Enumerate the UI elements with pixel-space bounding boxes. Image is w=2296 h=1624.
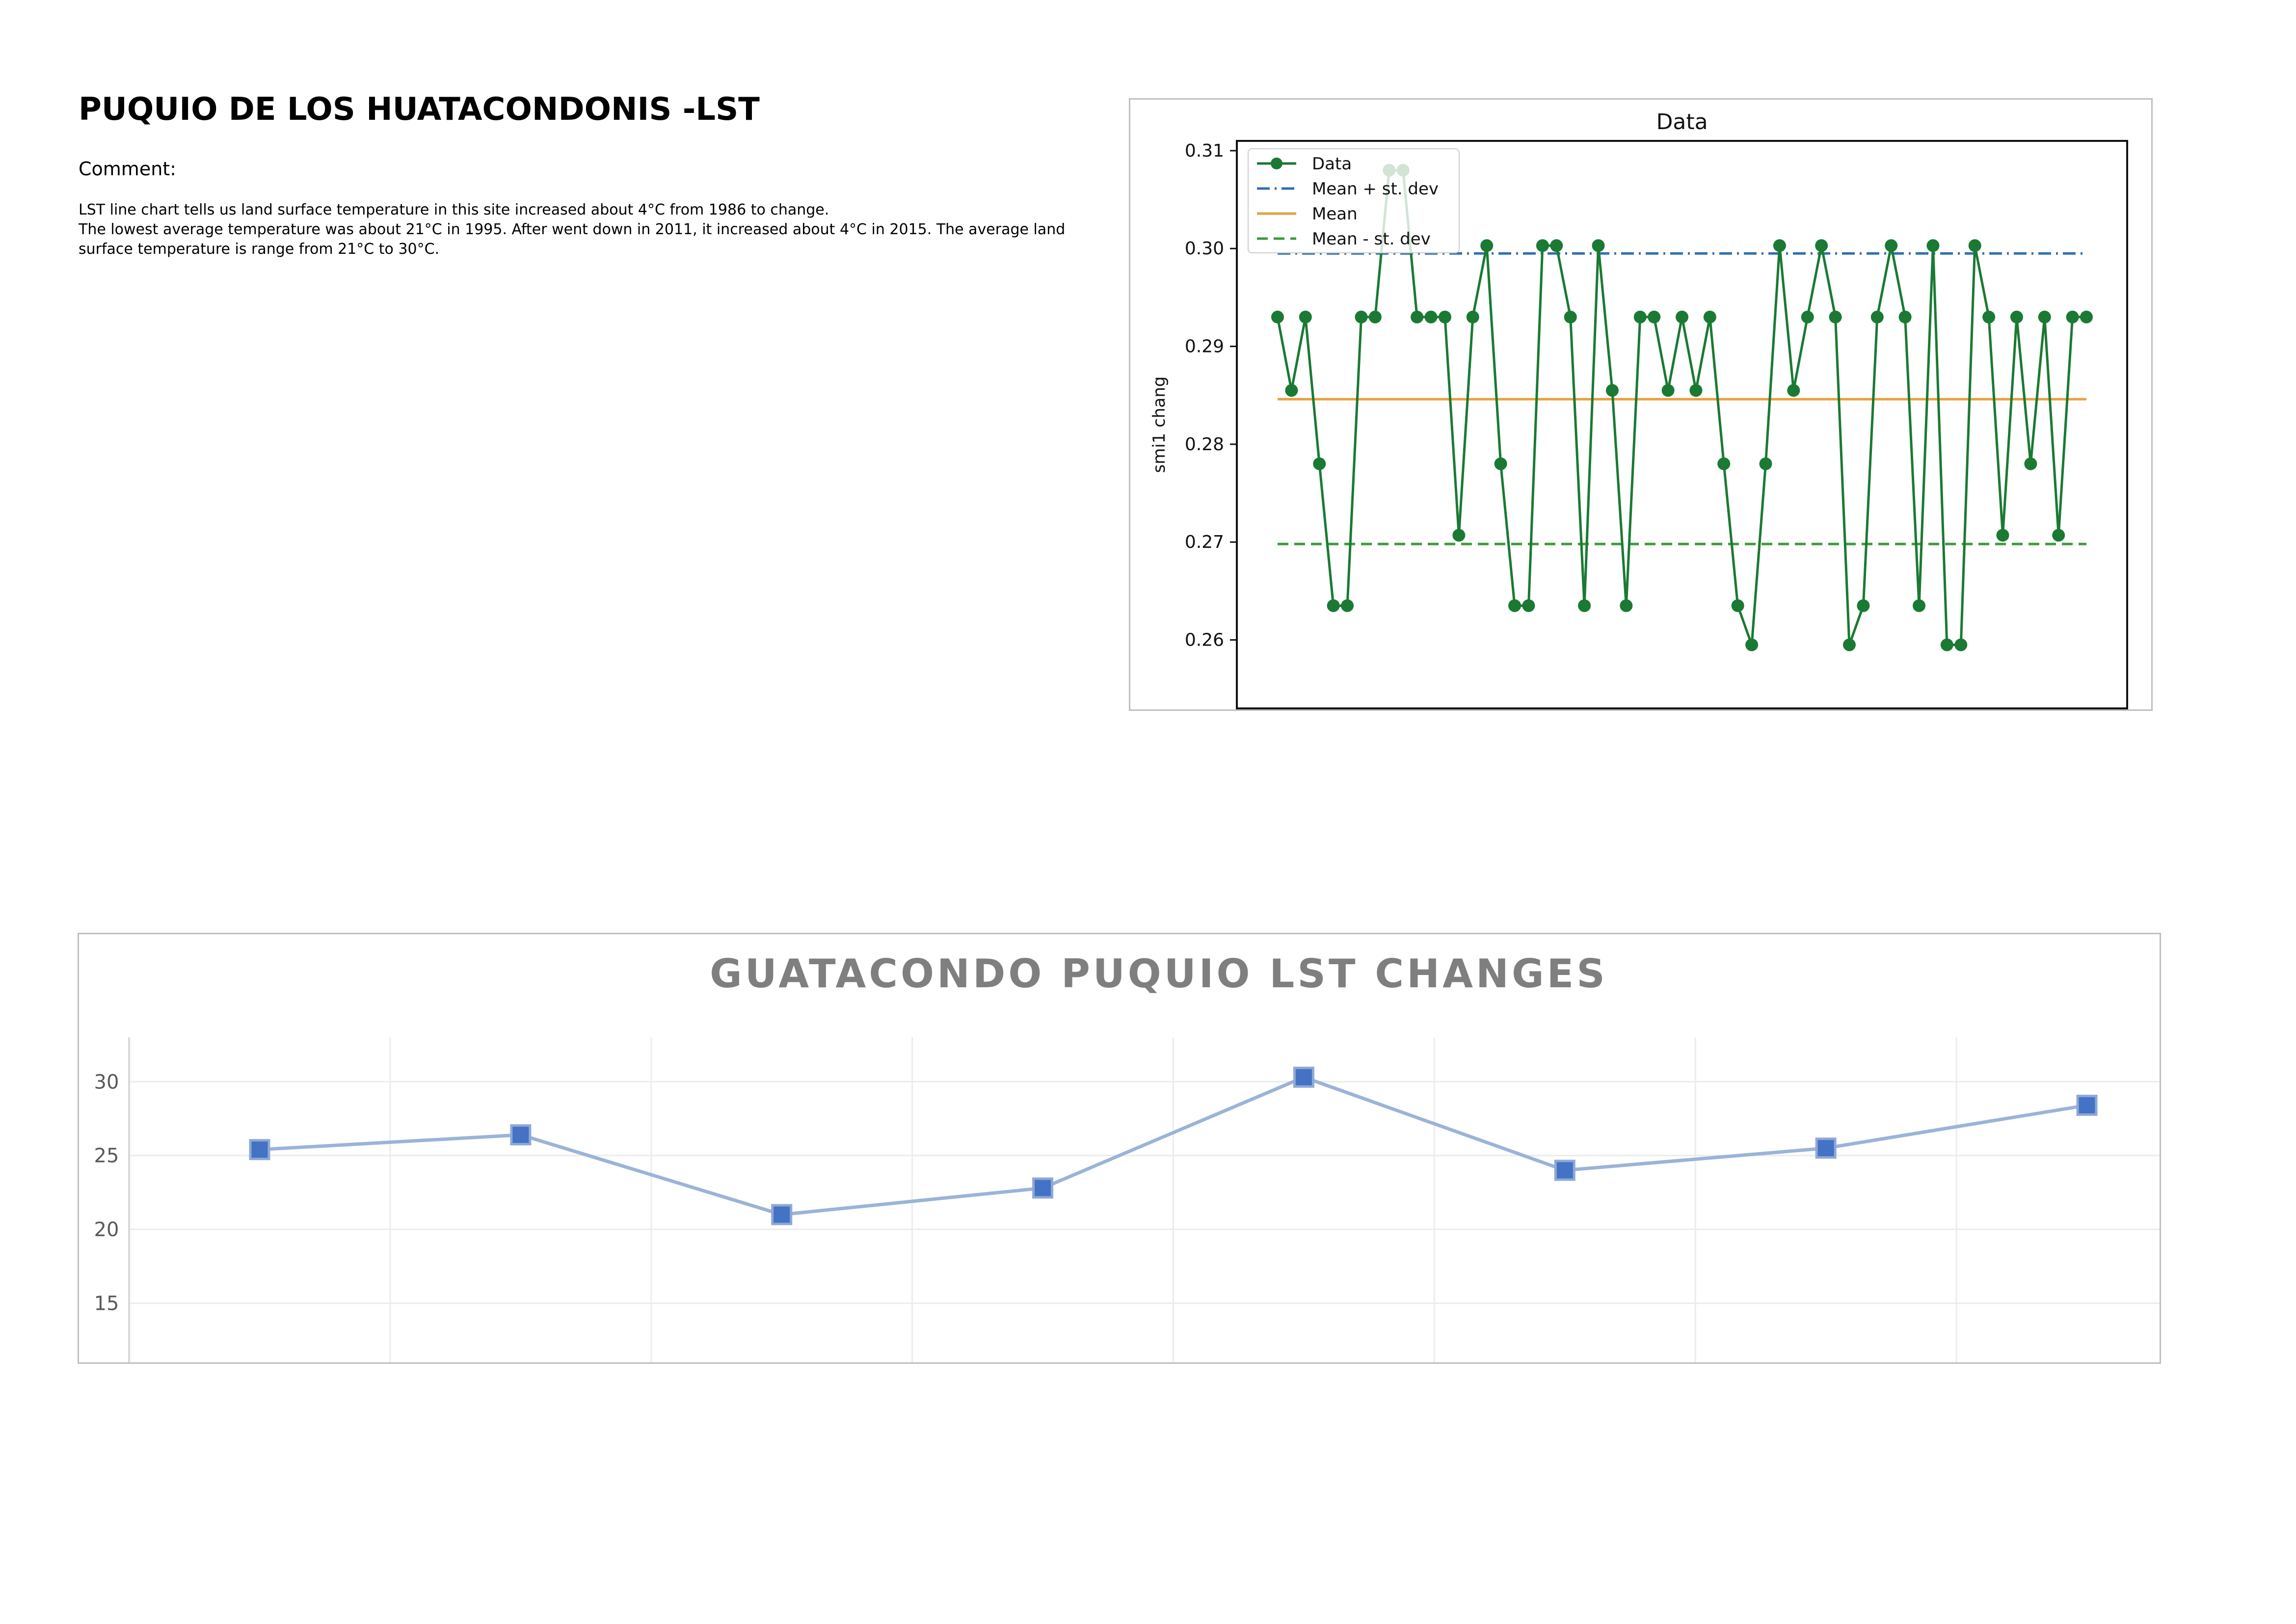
chart1-data-point xyxy=(1982,310,1996,324)
smi-data-chart-svg: Data smi1 chang 0.26 0.27 0.28 0.29 0.30 0.31 Da… xyxy=(1149,109,2128,709)
comment-label: Comment: xyxy=(79,158,176,180)
smi-data-chart: Data smi1 chang 0.26 0.27 0.28 0.29 0.30 0.31 Da… xyxy=(1129,98,2153,711)
chart1-data-point xyxy=(1592,239,1605,252)
chart1-legend-label: Mean + st. dev xyxy=(1312,179,1439,199)
chart1-data-point xyxy=(1633,310,1647,324)
chart1-data-point xyxy=(1842,638,1856,651)
chart1-data-point xyxy=(2066,310,2079,324)
chart2-y-tick-label: 30 xyxy=(94,1071,119,1093)
chart1-data-point xyxy=(1857,599,1870,612)
chart1-data-point xyxy=(1870,310,1884,324)
chart2-data-point xyxy=(1554,1160,1575,1181)
chart2-title: GUATACONDO PUQUIO LST CHANGES xyxy=(710,951,1608,997)
chart1-y-tick-label: 0.27 xyxy=(1185,532,1224,552)
chart2-data-point xyxy=(249,1139,270,1161)
chart2-data-point xyxy=(2076,1094,2098,1116)
chart1-data-point xyxy=(1801,310,1814,324)
chart1-data-point xyxy=(2038,310,2051,324)
chart1-data-point xyxy=(1355,310,1368,324)
chart1-data-point xyxy=(1605,384,1619,397)
chart1-data-point xyxy=(1522,599,1535,612)
chart2-data-point xyxy=(1293,1066,1314,1088)
chart1-data-point xyxy=(1424,310,1438,324)
comment-line-2: The lowest average temperature was about… xyxy=(79,221,1066,258)
chart1-legend-box xyxy=(1248,148,1460,253)
chart1-data-point xyxy=(1368,310,1382,324)
chart1-data-point xyxy=(1620,599,1633,612)
chart1-data-point xyxy=(1731,599,1744,612)
chart1-data-point xyxy=(1829,310,1842,324)
chart1-legend-marker xyxy=(1271,158,1282,169)
comment-body: LST line chart tells us land surface tem… xyxy=(79,200,1070,259)
chart1-y-tick-label: 0.29 xyxy=(1185,337,1224,357)
chart2-data-line xyxy=(259,1075,2087,1217)
chart1-data-point xyxy=(1940,638,1953,651)
chart2-y-tick-label: 25 xyxy=(94,1145,119,1167)
chart1-data-point xyxy=(1968,239,1981,252)
chart1-data-point xyxy=(1717,457,1731,470)
chart1-data-point xyxy=(1452,529,1466,542)
chart1-data-point xyxy=(1327,599,1340,612)
chart2-data-point xyxy=(1815,1137,1837,1159)
chart2-data-point xyxy=(771,1204,793,1225)
chart1-title: Data xyxy=(1656,109,1708,135)
chart1-data-point xyxy=(1578,599,1591,612)
chart1-data-point xyxy=(1787,384,1800,397)
chart1-data-point xyxy=(2052,529,2065,542)
chart1-data-point xyxy=(1536,239,1549,252)
chart1-y-tick-label: 0.28 xyxy=(1185,434,1224,455)
chart1-data-point xyxy=(1661,384,1675,397)
chart1-data-point xyxy=(1745,638,1759,651)
chart1-data-point xyxy=(1898,310,1912,324)
lst-changes-chart-svg: GUATACONDO PUQUIO LST CHANGES 15 20 25 30 xyxy=(94,951,2160,1362)
chart1-data-point xyxy=(1271,310,1284,324)
chart2-data-point xyxy=(510,1124,532,1146)
chart2-y-tick-label: 15 xyxy=(94,1293,119,1315)
chart1-data-point xyxy=(1648,310,1661,324)
chart1-data-point xyxy=(1411,310,1424,324)
chart1-data-point xyxy=(1689,384,1703,397)
chart1-data-point xyxy=(1564,310,1577,324)
chart1-data-point xyxy=(1703,310,1716,324)
chart1-y-axis-label: smi1 chang xyxy=(1149,377,1169,473)
chart1-data-point xyxy=(1438,310,1451,324)
chart2-data-point xyxy=(1032,1177,1054,1199)
page-title: PUQUIO DE LOS HUATACONDONIS -LST xyxy=(79,91,760,128)
chart1-data-point xyxy=(2010,310,2023,324)
comment-line-1: LST line chart tells us land surface tem… xyxy=(79,201,829,218)
chart1-data-point xyxy=(1480,239,1494,252)
chart1-y-tick-label: 0.31 xyxy=(1185,141,1224,161)
chart1-data-point xyxy=(1494,457,1507,470)
chart1-data-point xyxy=(1954,638,1968,651)
chart1-data-point xyxy=(1313,457,1326,470)
chart2-y-tick-label: 20 xyxy=(94,1218,119,1241)
chart1-legend-label: Data xyxy=(1312,154,1352,174)
chart1-data-point xyxy=(2080,310,2093,324)
chart1-data-point xyxy=(1508,599,1522,612)
chart1-data-point xyxy=(2024,457,2037,470)
chart1-data-point xyxy=(1759,457,1772,470)
chart1-y-tick-label: 0.26 xyxy=(1185,630,1224,650)
chart1-y-tick-label: 0.30 xyxy=(1185,239,1224,259)
chart1-data-point xyxy=(1913,599,1926,612)
chart1-data-point xyxy=(1926,239,1940,252)
chart1-legend-label: Mean - st. dev xyxy=(1312,229,1431,249)
chart1-data-point xyxy=(1466,310,1479,324)
chart1-data-point xyxy=(1341,599,1354,612)
chart1-data-point xyxy=(1550,239,1563,252)
chart1-legend-label: Mean xyxy=(1312,204,1358,224)
chart1-data-point xyxy=(1773,239,1786,252)
chart1-data-point xyxy=(1676,310,1688,324)
chart1-data-point xyxy=(1996,529,2009,542)
chart1-data-point xyxy=(1815,239,1828,252)
chart1-legend: Data Mean + st. dev Mean Mean - st. dev xyxy=(1248,148,1460,253)
lst-changes-chart: GUATACONDO PUQUIO LST CHANGES 15 20 25 30 xyxy=(78,933,2161,1364)
chart1-plot-frame xyxy=(1236,140,2128,709)
chart1-data-point xyxy=(1885,239,1898,252)
chart1-data-point xyxy=(1299,310,1312,324)
chart1-data-point xyxy=(1285,384,1298,397)
